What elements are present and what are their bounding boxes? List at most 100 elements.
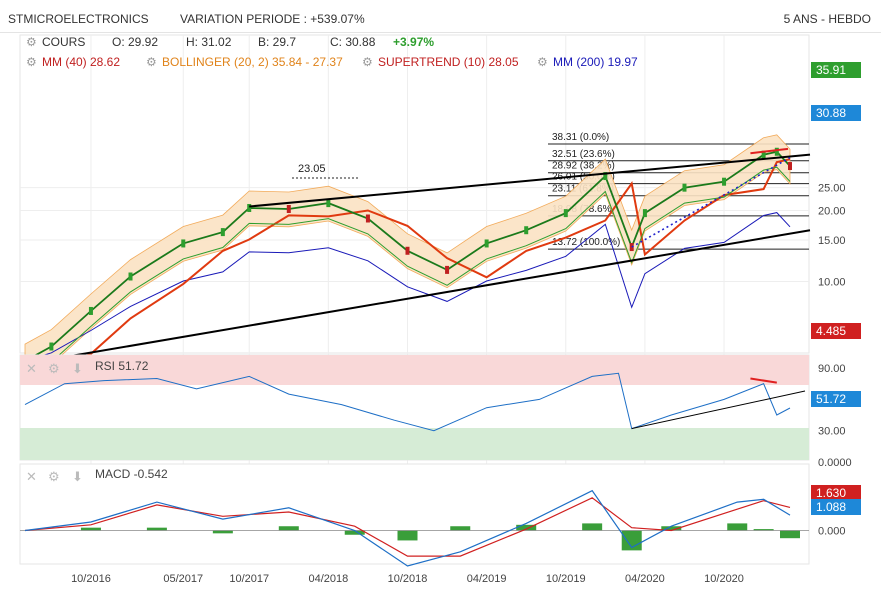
price-point xyxy=(365,214,370,223)
close-icon[interactable]: ✕ xyxy=(26,469,37,484)
macd-histogram-bar xyxy=(450,526,471,531)
legend-open: O: 29.92 xyxy=(112,35,158,49)
rsi-y-ticks: 90.00 30.00 0.0000 xyxy=(818,363,852,469)
macd-histogram-bar xyxy=(397,530,418,541)
divergence-line xyxy=(750,147,789,155)
channel-lower-line xyxy=(27,229,811,365)
legend-cours: COURS xyxy=(42,35,85,49)
price-badges: 35.91 30.88 4.485 xyxy=(811,62,861,339)
supertrend-line xyxy=(24,166,791,377)
bollinger-band xyxy=(24,134,791,380)
close-icon[interactable]: ✕ xyxy=(26,361,37,376)
rsi-label: RSI 51.72 xyxy=(95,359,149,373)
price-panel: 38.31 (0.0%) 32.51 (23.6%)28.92 (38.2%)26… xyxy=(19,34,846,564)
price-point xyxy=(405,246,410,255)
macd-histogram-bar xyxy=(146,527,167,531)
rsi-y-tick-label: 0.0000 xyxy=(818,457,852,469)
signal-badge xyxy=(811,485,861,501)
gear-icon[interactable]: ⚙ xyxy=(48,361,60,376)
stock-chart: 38.31 (0.0%) 32.51 (23.6%)28.92 (38.2%)26… xyxy=(19,34,861,585)
macd-histogram-bar xyxy=(212,530,233,534)
fibonacci-label: 38.31 (0.0%) xyxy=(552,132,609,143)
gear-icon[interactable]: ⚙ xyxy=(48,469,60,484)
price-point xyxy=(761,150,766,159)
price-point xyxy=(49,342,54,351)
signal-badge-value: 1.630 xyxy=(816,486,846,500)
mm200-line xyxy=(24,212,791,362)
rsi-lines xyxy=(24,372,806,432)
instrument-name: STMICROELECTRONICS xyxy=(8,12,149,26)
macd-plot-area xyxy=(19,463,810,565)
price-point xyxy=(788,162,792,171)
peak-label: 23.05 xyxy=(298,163,326,175)
rsi-y-tick-label: 30.00 xyxy=(818,426,846,438)
gear-icon[interactable]: ⚙ xyxy=(146,55,157,69)
macd-histogram-bar xyxy=(278,526,299,531)
legend-mm200: MM (200) 19.97 xyxy=(553,55,638,69)
lower-band-value: 4.485 xyxy=(816,324,846,338)
x-tick-label: 10/2017 xyxy=(229,573,269,585)
price-point xyxy=(642,209,647,218)
x-tick-label: 10/2020 xyxy=(704,573,744,585)
price-point xyxy=(326,199,331,208)
macd-badge xyxy=(811,499,861,515)
macd-histogram-bar xyxy=(516,524,537,531)
arrow-down-icon[interactable]: ⬇ xyxy=(72,469,83,484)
price-point xyxy=(603,172,608,181)
x-tick-label: 04/2020 xyxy=(625,573,665,585)
gear-icon[interactable]: ⚙ xyxy=(537,55,548,69)
price-point xyxy=(722,177,727,186)
x-tick-label: 10/2018 xyxy=(388,573,428,585)
trend-channel xyxy=(27,147,811,365)
last-price-value: 30.88 xyxy=(816,106,846,120)
x-tick-label: 10/2019 xyxy=(546,573,586,585)
price-point xyxy=(682,183,687,192)
fibonacci-label: 26.01 (50.0%) xyxy=(552,172,615,183)
x-tick-label: 10/2016 xyxy=(71,573,111,585)
legend-close: C: 30.88 xyxy=(330,35,376,49)
legend: ⚙ COURS O: 29.92 H: 31.02 B: 29.7 C: 30.… xyxy=(26,35,638,69)
legend-supertrend: SUPERTREND (10) 28.05 xyxy=(378,55,519,69)
upper-band-badge xyxy=(811,62,861,78)
fibonacci-label: 32.51 (23.6%) xyxy=(552,149,615,160)
channel-upper-line xyxy=(249,153,811,208)
price-point xyxy=(524,226,529,235)
rsi-line xyxy=(24,372,791,432)
macd-histogram-bar xyxy=(780,530,800,539)
gear-icon[interactable]: ⚙ xyxy=(26,35,37,49)
price-point xyxy=(220,228,225,237)
lower-band-badge xyxy=(811,323,861,339)
y-tick-label: 20.00 xyxy=(818,206,846,218)
price-point xyxy=(88,306,93,315)
price-point xyxy=(181,239,186,248)
macd-histogram-bar xyxy=(344,530,365,535)
fibonacci-label: 28.92 (38.2%) xyxy=(552,161,615,172)
legend-change: +3.97% xyxy=(393,35,434,49)
arrow-down-icon[interactable]: ⬇ xyxy=(72,361,83,376)
rsi-overbought-zone xyxy=(20,355,809,385)
macd-label: MACD -0.542 xyxy=(95,467,168,481)
header-bar: STMICROELECTRONICS VARIATION PERIODE : +… xyxy=(0,0,881,33)
macd-histogram-bar xyxy=(80,527,101,531)
x-tick-label: 04/2018 xyxy=(308,573,348,585)
price-point xyxy=(445,265,450,274)
legend-mm40: MM (40) 28.62 xyxy=(42,55,120,69)
x-tick-label: 05/2017 xyxy=(163,573,203,585)
price-point xyxy=(484,239,489,248)
period-label[interactable]: 5 ANS - HEBDO xyxy=(783,12,871,26)
upper-band-value: 35.91 xyxy=(816,63,846,77)
gear-icon[interactable]: ⚙ xyxy=(26,55,37,69)
rsi-y-tick-label: 90.00 xyxy=(818,363,846,375)
gear-icon[interactable]: ⚙ xyxy=(362,55,373,69)
x-tick-label: 04/2019 xyxy=(467,573,507,585)
y-tick-label: 25.00 xyxy=(818,183,846,195)
macd-lines xyxy=(20,489,809,567)
macd-signal-line xyxy=(24,497,791,557)
fibonacci-label: 13.72 (100.0%) xyxy=(552,237,620,248)
trendline-dotted xyxy=(631,156,791,248)
period-variation: VARIATION PERIODE : +539.07% xyxy=(180,12,365,26)
macd-histogram-bar xyxy=(661,526,682,531)
x-axis: 10/2016 05/2017 10/2017 04/2018 10/2018 04/20… xyxy=(71,573,744,585)
rsi-trendline xyxy=(631,390,806,430)
macd-histogram-bar xyxy=(727,523,748,531)
